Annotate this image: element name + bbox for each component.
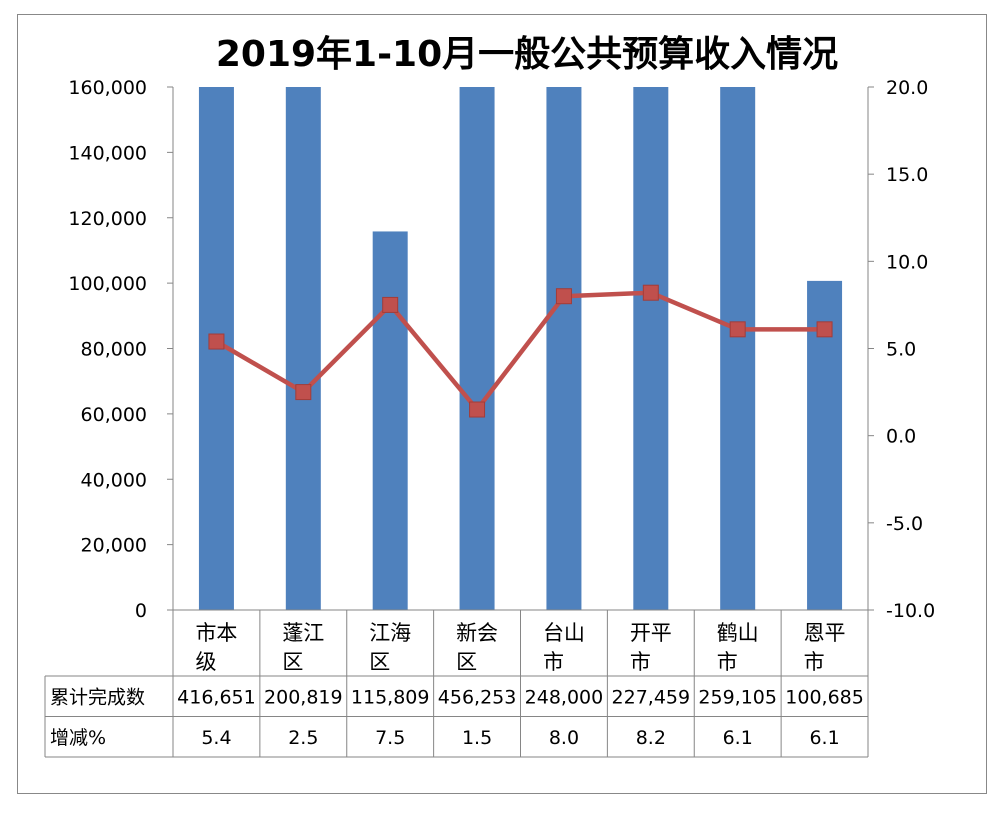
category-label-cont: 级 [195, 650, 216, 674]
left-tick-label: 120,000 [68, 208, 147, 230]
table-cell: 416,651 [177, 686, 256, 708]
growth-marker-7 [816, 321, 833, 338]
growth-marker-6 [729, 321, 746, 338]
left-tick-label: 160,000 [68, 77, 147, 99]
right-tick-label: 20.0 [886, 77, 928, 99]
left-tick-label: 20,000 [81, 535, 147, 557]
category-label: 台山 [543, 621, 585, 645]
table-row-label: 增减% [50, 727, 106, 749]
table-cell: 227,459 [612, 686, 691, 708]
bar-1 [285, 87, 321, 610]
table-cell: 200,819 [264, 686, 343, 708]
bar-2 [372, 231, 408, 610]
bar-6 [720, 87, 756, 610]
table-row-label: 累计完成数 [50, 686, 145, 708]
table-cell: 7.5 [375, 727, 405, 749]
growth-marker-3 [469, 401, 486, 418]
category-label: 开平 [630, 621, 672, 645]
left-tick-label: 60,000 [81, 404, 147, 426]
category-label: 蓬江 [282, 621, 324, 645]
growth-line [215, 290, 825, 412]
right-tick-label: 15.0 [886, 164, 928, 186]
chart-frame [17, 14, 987, 794]
category-label: 江海 [369, 621, 411, 645]
category-label: 鹤山 [717, 621, 759, 645]
table-cell: 8.2 [636, 727, 666, 749]
category-label-cont: 市 [630, 650, 651, 674]
left-tick-label: 140,000 [68, 142, 147, 164]
table-cell: 5.4 [201, 727, 231, 749]
right-tick-label: -5.0 [886, 513, 923, 535]
table-cell: 6.1 [809, 727, 839, 749]
left-tick-label: 40,000 [81, 469, 147, 491]
growth-marker-0 [208, 333, 225, 350]
left-tick-label: 80,000 [81, 339, 147, 361]
right-tick-label: 5.0 [886, 339, 916, 361]
category-label-cont: 区 [282, 650, 303, 674]
category-label: 新会 [456, 621, 498, 645]
growth-marker-2 [382, 296, 399, 313]
table-cell: 6.1 [723, 727, 753, 749]
table-cell: 115,809 [351, 686, 430, 708]
table-cell: 248,000 [525, 686, 604, 708]
table-cell: 1.5 [462, 727, 492, 749]
table-cell: 259,105 [698, 686, 777, 708]
category-label-cont: 市 [717, 650, 738, 674]
category-label: 恩平 [804, 621, 846, 645]
table-cell: 100,685 [785, 686, 864, 708]
category-label-cont: 区 [369, 650, 390, 674]
growth-marker-1 [295, 384, 312, 401]
right-tick-label: 10.0 [886, 251, 928, 273]
category-label-cont: 市 [543, 650, 564, 674]
table-cell: 2.5 [288, 727, 318, 749]
bar-3 [459, 87, 495, 610]
table-cell: 8.0 [549, 727, 579, 749]
growth-marker-5 [642, 284, 659, 301]
left-tick-label: 100,000 [68, 273, 147, 295]
table-cell: 456,253 [438, 686, 517, 708]
category-label-cont: 区 [456, 650, 477, 674]
category-label: 市本 [195, 621, 237, 645]
category-label-cont: 市 [804, 650, 825, 674]
right-tick-label: 0.0 [886, 426, 916, 448]
bar-5 [633, 87, 669, 610]
chart-title: 2019年1-10月一般公共预算收入情况 [216, 34, 838, 75]
left-tick-label: 0 [135, 600, 147, 622]
right-tick-label: -10.0 [886, 600, 935, 622]
growth-marker-4 [555, 288, 572, 305]
bar-4 [546, 87, 582, 610]
